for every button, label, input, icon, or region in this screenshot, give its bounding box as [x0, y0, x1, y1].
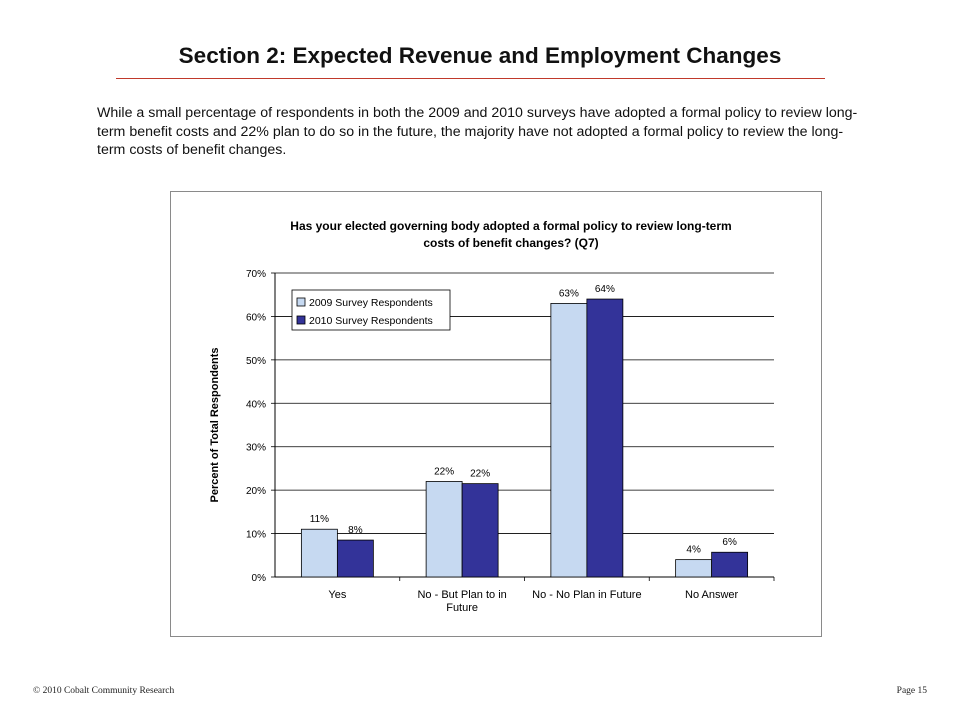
page-title: Section 2: Expected Revenue and Employme… — [178, 43, 782, 68]
chart-frame: Has your elected governing body adopted … — [170, 191, 822, 637]
y-tick-label: 30% — [246, 443, 266, 454]
bar — [711, 551, 749, 578]
bar — [550, 303, 588, 578]
footer-copyright: © 2010 Cobalt Community Research — [33, 686, 175, 696]
x-tick-label: No - No Plan in Future — [532, 589, 641, 601]
y-tick-label: 60% — [246, 312, 266, 323]
footer-page-number: Page 15 — [896, 686, 927, 696]
legend-swatch — [296, 315, 306, 325]
x-tick-label: Yes — [328, 589, 346, 601]
y-tick-label: 20% — [246, 486, 266, 497]
legend-box — [291, 289, 451, 331]
x-tick-label: No Answer — [685, 589, 739, 601]
bar — [461, 483, 499, 578]
chart-title-line: costs of benefit changes? (Q7) — [423, 236, 598, 250]
bar — [675, 559, 713, 578]
data-label: 8% — [348, 525, 363, 536]
data-label: 22% — [470, 469, 490, 480]
y-tick-label: 0% — [252, 573, 267, 584]
x-tick-label: Future — [446, 602, 478, 614]
bar — [425, 481, 463, 578]
bar-chart: Has your elected governing body adopted … — [209, 219, 775, 614]
legend-label: 2010 Survey Respondents — [309, 315, 433, 327]
data-label: 64% — [595, 284, 615, 295]
y-tick-label: 10% — [246, 530, 266, 541]
bar — [300, 528, 338, 578]
y-axis-label: Percent of Total Respondents — [209, 347, 221, 502]
title-underline — [116, 78, 825, 79]
bar — [586, 298, 624, 578]
legend-swatch — [296, 297, 306, 307]
data-label: 63% — [559, 288, 579, 299]
intro-paragraph: While a small percentage of respondents … — [97, 105, 858, 158]
y-tick-label: 40% — [246, 399, 266, 410]
data-label: 22% — [434, 466, 454, 477]
bar — [336, 539, 374, 578]
y-tick-label: 70% — [246, 269, 266, 280]
data-label: 6% — [722, 537, 737, 548]
chart-title-line: Has your elected governing body adopted … — [290, 219, 731, 233]
x-tick-label: No - But Plan to in — [417, 589, 506, 601]
y-tick-label: 50% — [246, 356, 266, 367]
data-label: 4% — [686, 545, 701, 556]
data-label: 11% — [310, 514, 329, 525]
legend-label: 2009 Survey Respondents — [309, 297, 433, 309]
